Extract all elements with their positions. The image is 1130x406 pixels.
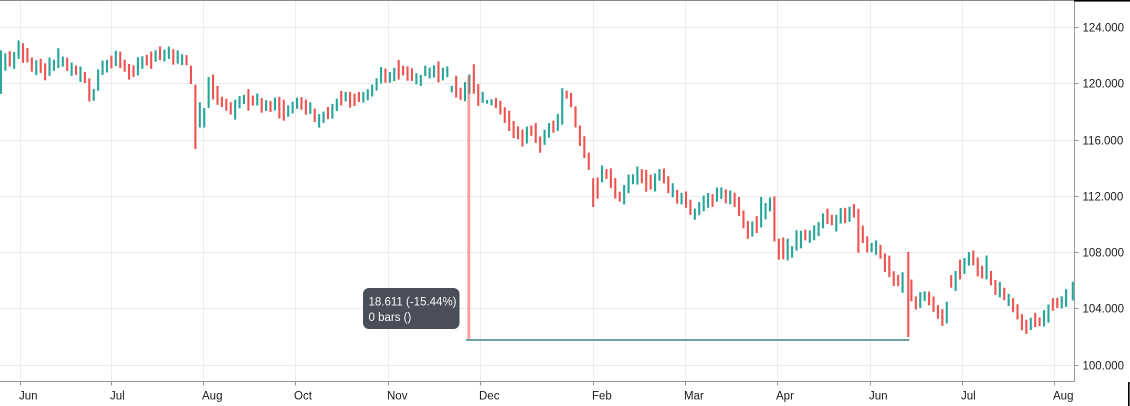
svg-text:Aug: Aug — [202, 391, 222, 403]
svg-text:Feb: Feb — [592, 391, 612, 403]
svg-text:Oct: Oct — [294, 391, 313, 403]
svg-text:Aug: Aug — [1053, 391, 1073, 403]
svg-text:18.611 (-15.44%): 18.611 (-15.44%) — [369, 296, 457, 308]
svg-text:Mar: Mar — [684, 391, 704, 403]
svg-text:112.000: 112.000 — [1083, 192, 1124, 204]
svg-text:120.000: 120.000 — [1083, 79, 1125, 91]
svg-text:0 bars (): 0 bars () — [369, 312, 412, 324]
svg-text:Jun: Jun — [19, 391, 38, 403]
svg-text:Jun: Jun — [869, 391, 888, 403]
svg-text:Jul: Jul — [110, 391, 125, 403]
svg-text:116.000: 116.000 — [1083, 136, 1124, 148]
svg-text:Jul: Jul — [961, 391, 976, 403]
svg-text:Nov: Nov — [387, 391, 408, 403]
svg-text:Apr: Apr — [776, 391, 794, 403]
svg-text:108.000: 108.000 — [1083, 248, 1125, 260]
svg-text:Dec: Dec — [479, 391, 500, 403]
svg-text:100.000: 100.000 — [1083, 361, 1125, 373]
svg-text:124.000: 124.000 — [1083, 23, 1125, 35]
svg-text:104.000: 104.000 — [1083, 304, 1125, 316]
